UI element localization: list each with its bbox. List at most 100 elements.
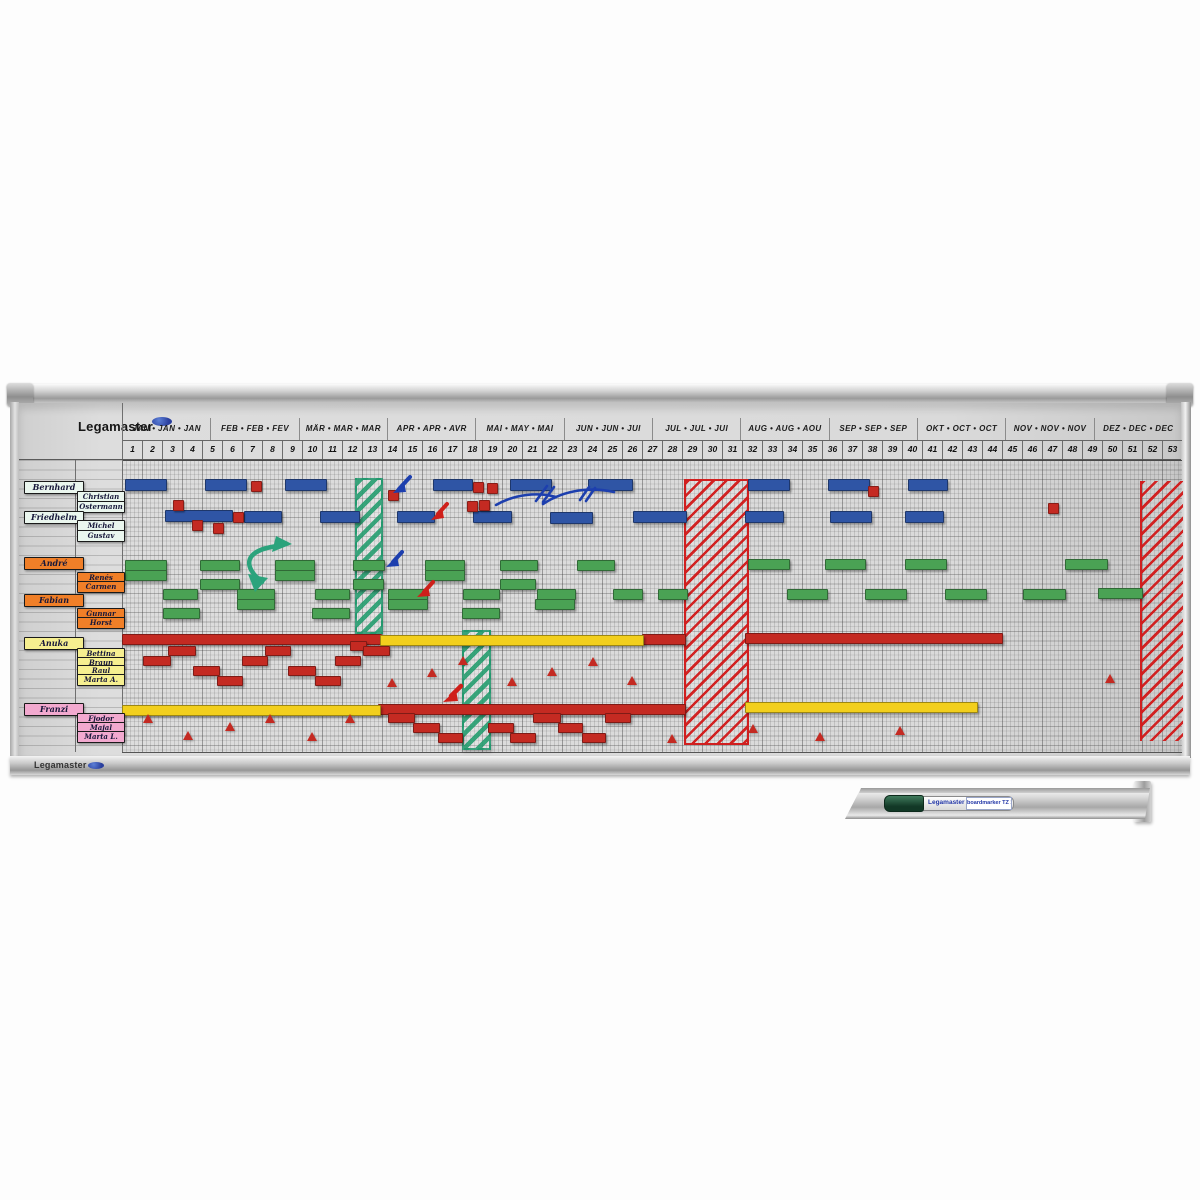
week-number-row: 1 2 3 4 5 6 7 8 9 10 11 12 13 14 15 16 17 18 19 20 21 22 23 24 2… [122, 440, 1182, 461]
week-number: 44 [982, 441, 1002, 460]
week-number: 7 [242, 441, 262, 460]
milestone-triangle-red [748, 724, 758, 733]
week-number: 31 [722, 441, 742, 460]
plan-bar-redsmall [510, 733, 536, 743]
week-number: 53 [1162, 441, 1182, 460]
header-separator-line [19, 459, 1181, 460]
week-number: 24 [582, 441, 602, 460]
week-number: 5 [202, 441, 222, 460]
milestone-triangle-red [667, 734, 677, 743]
event-square-red [233, 512, 244, 523]
week-number: 20 [502, 441, 522, 460]
event-square-red [1048, 503, 1059, 514]
hatch-band-red [684, 479, 749, 745]
frame-right-edge [1181, 402, 1191, 758]
week-number: 46 [1022, 441, 1042, 460]
brand-logo-top: Legamaster [78, 419, 153, 434]
name-tag-sub: Marta A. [77, 674, 125, 686]
month-label: JUL • JUL • JUI [651, 418, 740, 440]
week-number: 16 [422, 441, 442, 460]
milestone-triangle-red [458, 656, 468, 665]
event-square-red [473, 482, 484, 493]
milestone-triangle-red [143, 714, 153, 723]
milestone-triangle-red [225, 722, 235, 731]
month-header-row: JAN • JAN • JAN FEB • FEB • FEV MÄR • MAR … [122, 418, 1182, 440]
week-number: 8 [262, 441, 282, 460]
week-number: 51 [1122, 441, 1142, 460]
plan-bar-green [748, 559, 790, 570]
brand-logo-bottom-oval-icon [88, 762, 104, 769]
week-number: 25 [602, 441, 622, 460]
milestone-triangle-red [507, 677, 517, 686]
hatch-band-green [462, 630, 491, 750]
brand-logo-oval-icon [152, 417, 172, 426]
week-number: 23 [562, 441, 582, 460]
week-number: 14 [382, 441, 402, 460]
plan-bar-green [500, 560, 538, 571]
pen-type-label: boardmarker TZ 1 [966, 797, 1012, 810]
event-square-red [173, 500, 184, 511]
plan-bar-yellow [380, 635, 644, 646]
plan-bar-red [378, 704, 686, 715]
plan-bar-green [163, 608, 200, 619]
plan-bar-green [1023, 589, 1066, 600]
week-number: 27 [642, 441, 662, 460]
plan-bar-redsmall [558, 723, 583, 733]
milestone-triangle-red [307, 732, 317, 741]
plan-bar-redsmall [265, 646, 291, 656]
plan-bar-green [125, 570, 167, 581]
plan-bar-redsmall [143, 656, 171, 666]
hatch-band-green [355, 478, 383, 634]
plan-bar-green [315, 589, 350, 600]
week-number: 10 [302, 441, 322, 460]
week-number: 9 [282, 441, 302, 460]
plan-bar-redsmall [582, 733, 606, 743]
week-number: 33 [762, 441, 782, 460]
plan-bar-redsmall [363, 646, 390, 656]
plan-bar-redsmall [335, 656, 361, 666]
planner-grid [122, 460, 1182, 753]
plan-bar-green [462, 608, 500, 619]
plan-bar-red [122, 634, 382, 645]
milestone-triangle-red [265, 714, 275, 723]
month-label: MÄR • MAR • MAR [298, 418, 387, 440]
week-number: 42 [942, 441, 962, 460]
name-tag-main: Franzi [24, 703, 84, 716]
week-number: 34 [782, 441, 802, 460]
month-label: JUN • JUN • JUI [563, 418, 652, 440]
plan-bar-blue [908, 479, 948, 491]
plan-bar-green [312, 608, 350, 619]
name-tag-sub: Horst [77, 617, 125, 629]
pen-brand-text: Legamaster [928, 799, 965, 806]
milestone-triangle-red [1105, 674, 1115, 683]
week-number: 36 [822, 441, 842, 460]
plan-bar-green [613, 589, 643, 600]
week-number: 22 [542, 441, 562, 460]
plan-bar-blue [748, 479, 790, 491]
plan-bar-blue [745, 511, 784, 523]
plan-bar-redsmall [533, 713, 561, 723]
plan-bar-redsmall [488, 723, 514, 733]
event-square-red [388, 490, 399, 501]
plan-bar-green [787, 589, 828, 600]
week-number: 52 [1142, 441, 1162, 460]
plan-bar-green [500, 579, 536, 590]
week-number: 41 [922, 441, 942, 460]
plan-bar-green [535, 599, 575, 610]
month-label: OKT • OCT • OCT [916, 418, 1005, 440]
plan-bar-green [200, 579, 240, 590]
name-tag-main: Anuka [24, 637, 84, 650]
week-number: 28 [662, 441, 682, 460]
plan-bar-blue [320, 511, 360, 523]
event-square-red [868, 486, 879, 497]
milestone-triangle-red [627, 676, 637, 685]
plan-bar-green [163, 589, 198, 600]
week-number: 21 [522, 441, 542, 460]
plan-bar-redsmall [315, 676, 341, 686]
plan-bar-red [642, 634, 686, 645]
plan-bar-blue [285, 479, 327, 491]
week-number: 30 [702, 441, 722, 460]
plan-bar-blue [905, 511, 944, 523]
plan-bar-green [945, 589, 987, 600]
